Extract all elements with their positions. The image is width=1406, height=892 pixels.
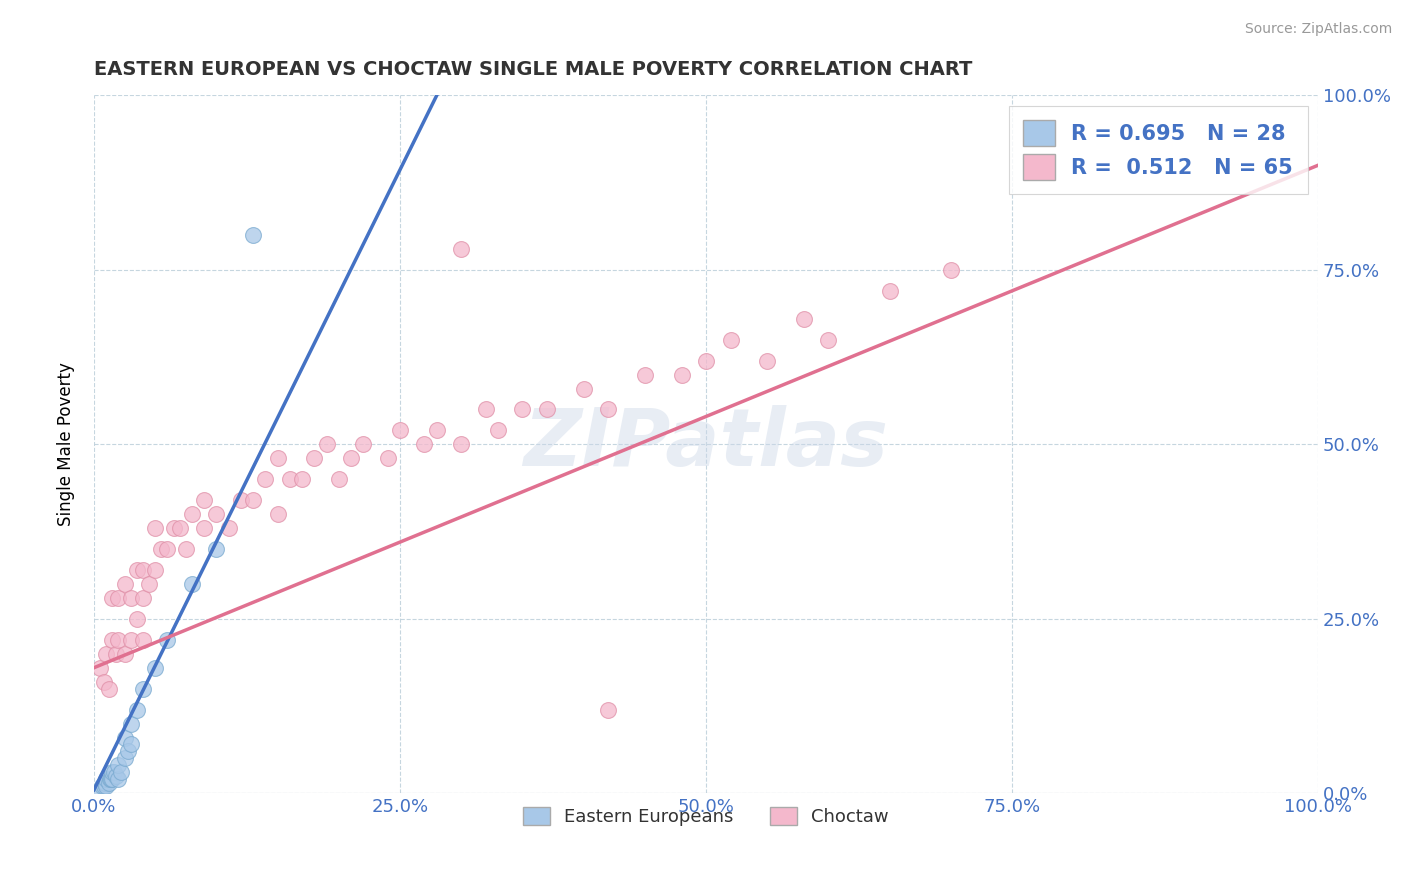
Point	[96, 780, 118, 794]
Point	[143, 661, 166, 675]
Point	[634, 368, 657, 382]
Point	[304, 451, 326, 466]
Point	[125, 703, 148, 717]
Point	[120, 716, 142, 731]
Point	[205, 542, 228, 557]
Legend: Eastern Europeans, Choctaw: Eastern Europeans, Choctaw	[516, 799, 897, 833]
Point	[132, 591, 155, 605]
Point	[100, 772, 122, 787]
Y-axis label: Single Male Poverty: Single Male Poverty	[58, 362, 75, 526]
Point	[598, 402, 620, 417]
Point	[242, 493, 264, 508]
Point	[413, 437, 436, 451]
Point	[138, 577, 160, 591]
Point	[756, 353, 779, 368]
Point	[205, 507, 228, 521]
Point	[132, 681, 155, 696]
Point	[486, 424, 509, 438]
Point	[114, 731, 136, 745]
Point	[97, 776, 120, 790]
Point	[89, 661, 111, 675]
Point	[107, 591, 129, 605]
Point	[377, 451, 399, 466]
Point	[278, 472, 301, 486]
Point	[93, 780, 115, 794]
Point	[156, 632, 179, 647]
Point	[340, 451, 363, 466]
Point	[229, 493, 252, 508]
Point	[103, 765, 125, 780]
Point	[98, 772, 121, 787]
Point	[174, 542, 197, 557]
Point	[101, 765, 124, 780]
Point	[180, 507, 202, 521]
Point	[242, 227, 264, 242]
Point	[110, 765, 132, 780]
Point	[254, 472, 277, 486]
Point	[720, 333, 742, 347]
Point	[193, 493, 215, 508]
Text: EASTERN EUROPEAN VS CHOCTAW SINGLE MALE POVERTY CORRELATION CHART: EASTERN EUROPEAN VS CHOCTAW SINGLE MALE …	[94, 60, 973, 78]
Point	[125, 612, 148, 626]
Point	[114, 577, 136, 591]
Point	[101, 591, 124, 605]
Point	[96, 772, 118, 787]
Point	[107, 772, 129, 787]
Point	[96, 647, 118, 661]
Point	[107, 758, 129, 772]
Point	[388, 424, 411, 438]
Point	[218, 521, 240, 535]
Point	[162, 521, 184, 535]
Point	[93, 674, 115, 689]
Text: ZIPatlas: ZIPatlas	[523, 405, 889, 483]
Point	[450, 242, 472, 256]
Point	[114, 647, 136, 661]
Point	[91, 780, 114, 794]
Point	[793, 311, 815, 326]
Point	[101, 632, 124, 647]
Point	[695, 353, 717, 368]
Point	[89, 782, 111, 797]
Point	[266, 507, 288, 521]
Point	[352, 437, 374, 451]
Point	[450, 437, 472, 451]
Point	[143, 563, 166, 577]
Point	[107, 632, 129, 647]
Point	[132, 563, 155, 577]
Point	[671, 368, 693, 382]
Text: Source: ZipAtlas.com: Source: ZipAtlas.com	[1244, 22, 1392, 37]
Point	[817, 333, 839, 347]
Point	[117, 744, 139, 758]
Point	[132, 632, 155, 647]
Point	[150, 542, 173, 557]
Point	[939, 263, 962, 277]
Point	[104, 769, 127, 783]
Point	[426, 424, 449, 438]
Point	[598, 703, 620, 717]
Point	[120, 738, 142, 752]
Point	[143, 521, 166, 535]
Point	[572, 382, 595, 396]
Point	[474, 402, 496, 417]
Point	[536, 402, 558, 417]
Point	[328, 472, 350, 486]
Point	[114, 751, 136, 765]
Point	[104, 647, 127, 661]
Point	[512, 402, 534, 417]
Point	[120, 632, 142, 647]
Point	[120, 591, 142, 605]
Point	[94, 776, 117, 790]
Point	[169, 521, 191, 535]
Point	[266, 451, 288, 466]
Point	[156, 542, 179, 557]
Point	[97, 681, 120, 696]
Point	[101, 772, 124, 787]
Point	[125, 563, 148, 577]
Point	[193, 521, 215, 535]
Point	[180, 577, 202, 591]
Point	[315, 437, 337, 451]
Point	[291, 472, 314, 486]
Point	[879, 284, 901, 298]
